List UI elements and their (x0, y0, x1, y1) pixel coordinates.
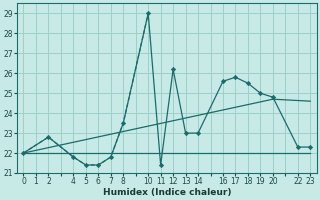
X-axis label: Humidex (Indice chaleur): Humidex (Indice chaleur) (103, 188, 231, 197)
